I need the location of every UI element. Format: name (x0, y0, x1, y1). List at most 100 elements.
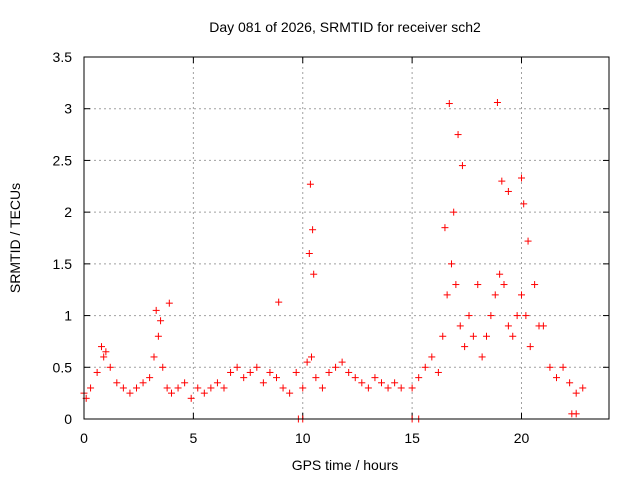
data-point (487, 312, 495, 320)
data-point (154, 332, 162, 340)
data-point (146, 374, 154, 382)
data-point (113, 379, 121, 387)
data-point (513, 312, 521, 320)
data-point (491, 291, 499, 299)
data-point (539, 322, 547, 330)
data-point (474, 281, 482, 289)
data-point (504, 322, 512, 330)
data-point (253, 363, 261, 371)
data-point (133, 384, 140, 392)
data-point (461, 343, 469, 351)
y-tick-label: 2 (64, 204, 72, 220)
data-point (450, 208, 458, 216)
data-point (351, 374, 359, 382)
data-point (428, 353, 436, 361)
data-point (306, 180, 314, 188)
data-point (87, 384, 95, 392)
data-point (303, 358, 311, 366)
data-point (358, 379, 366, 387)
data-points (80, 99, 587, 423)
data-point (165, 299, 173, 307)
data-point (546, 363, 554, 371)
data-point (93, 368, 101, 376)
data-point (157, 317, 165, 325)
y-tick-label: 1 (64, 308, 72, 324)
data-point (259, 379, 267, 387)
data-point (187, 394, 195, 402)
data-point (572, 389, 580, 397)
data-point (174, 384, 182, 392)
x-tick-label: 15 (404, 430, 420, 446)
data-point (159, 363, 167, 371)
x-tick-label: 0 (80, 430, 88, 446)
x-axis-label: GPS time / hours (292, 457, 399, 473)
data-point (441, 224, 449, 232)
data-point (100, 353, 108, 361)
data-point (227, 368, 235, 376)
data-point (522, 312, 530, 320)
y-tick-label: 0 (64, 411, 72, 427)
data-point (246, 368, 254, 376)
y-tick-label: 3 (64, 101, 72, 117)
data-point (579, 384, 587, 392)
data-point (98, 343, 105, 351)
data-point (318, 384, 326, 392)
data-point (572, 410, 580, 418)
data-point (408, 384, 416, 392)
data-point (452, 281, 460, 289)
data-point (498, 177, 506, 185)
data-point (520, 200, 528, 208)
data-point (200, 389, 208, 397)
data-point (378, 379, 385, 387)
data-point (531, 281, 539, 289)
data-point (119, 384, 127, 392)
data-point (279, 384, 287, 392)
data-point (213, 379, 221, 387)
x-tick-label: 10 (295, 430, 311, 446)
x-tick-label: 5 (189, 430, 197, 446)
data-point (439, 332, 447, 340)
data-point (478, 353, 486, 361)
data-point (338, 358, 346, 366)
data-point (163, 384, 171, 392)
data-point (443, 291, 451, 299)
data-point (181, 379, 189, 387)
data-point (332, 363, 340, 371)
data-point (526, 343, 534, 351)
data-point (465, 312, 473, 320)
data-point (518, 291, 525, 299)
data-point (310, 270, 318, 278)
data-point (496, 270, 504, 278)
data-point (469, 332, 477, 340)
data-point (194, 384, 202, 392)
data-point (456, 322, 464, 330)
data-point (458, 162, 466, 170)
data-point (207, 384, 215, 392)
data-point (305, 250, 313, 258)
data-point (364, 384, 372, 392)
data-point (308, 353, 315, 361)
data-point (454, 131, 462, 139)
data-point (102, 348, 110, 356)
data-point (391, 379, 399, 387)
data-point (139, 379, 147, 387)
data-point (500, 281, 508, 289)
data-point (299, 384, 307, 392)
data-point (371, 374, 379, 382)
data-point (240, 374, 248, 382)
data-point (524, 237, 532, 245)
data-point (312, 374, 320, 382)
data-point (559, 363, 567, 371)
axis-ticks: 0 0.5 1 1.5 2 2.5 3 3.5 0 5 10 15 20 (53, 49, 609, 446)
y-tick-label: 1.5 (53, 256, 73, 272)
y-axis-label: SRMTID / TECUs (7, 183, 23, 293)
data-point (504, 187, 512, 195)
chart-title: Day 081 of 2026, SRMTID for receiver sch… (209, 19, 481, 35)
data-point (266, 368, 274, 376)
plot-frame (83, 56, 610, 420)
data-point (397, 384, 405, 392)
data-point (126, 389, 134, 397)
data-point (518, 174, 525, 182)
data-point (421, 363, 429, 371)
